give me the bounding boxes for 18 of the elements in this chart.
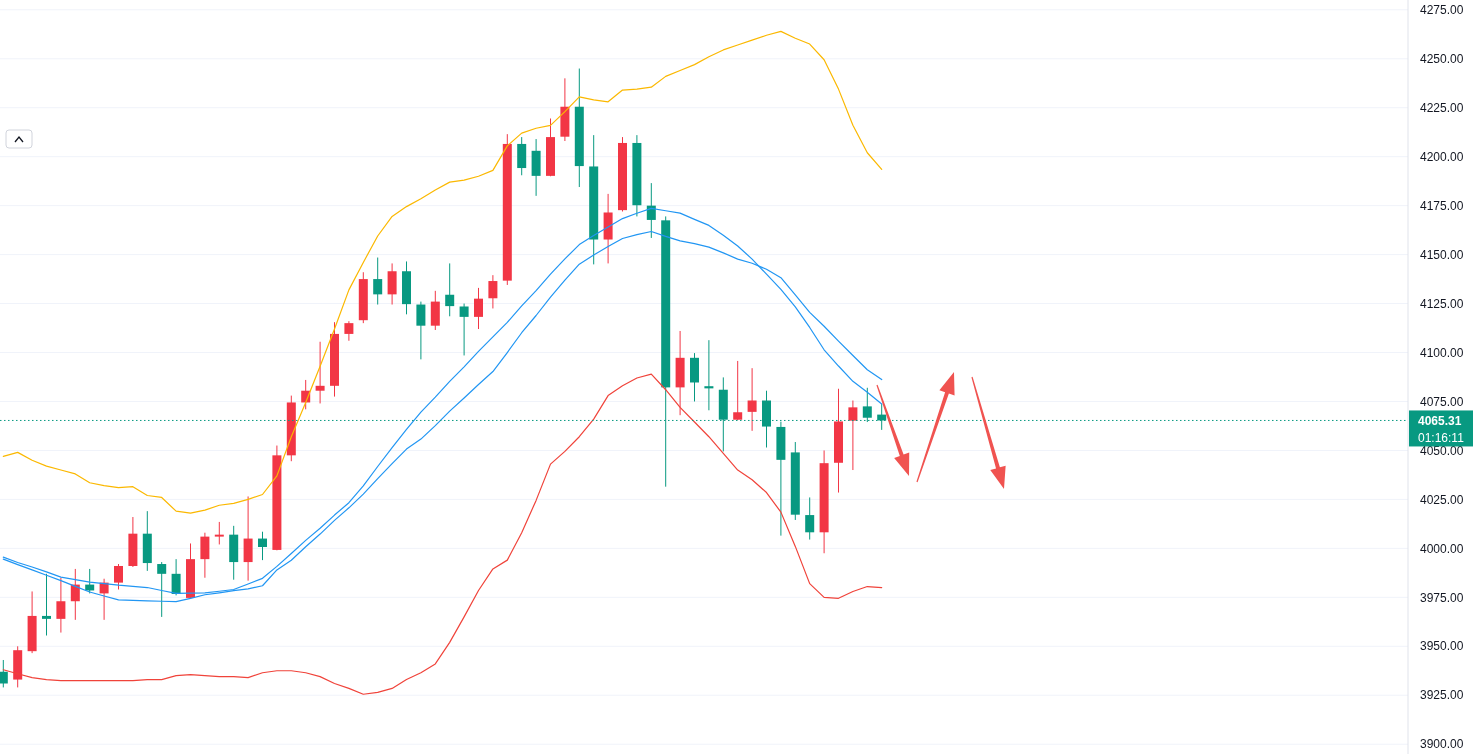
y-tick-label: 4025.00 — [1420, 492, 1464, 507]
text: 01:16:11 — [1418, 430, 1465, 445]
y-tick-label: 4100.00 — [1420, 345, 1464, 360]
y-tick-label: 4125.00 — [1420, 296, 1464, 311]
y-tick-label: 4225.00 — [1420, 100, 1464, 115]
y-tick-label: 3950.00 — [1420, 639, 1464, 654]
y-tick-label: 3925.00 — [1420, 688, 1464, 703]
y-tick-label: 4250.00 — [1420, 51, 1464, 66]
y-tick-label: 4150.00 — [1420, 247, 1464, 262]
y-tick-label: 4050.00 — [1420, 443, 1464, 458]
y-tick-label: 4075.00 — [1420, 394, 1464, 409]
y-tick-label: 4200.00 — [1420, 149, 1464, 164]
y-tick-label: 4000.00 — [1420, 541, 1464, 556]
y-tick-label: 3975.00 — [1420, 590, 1464, 605]
y-tick-label: 3900.00 — [1420, 737, 1464, 752]
ref-line-label: 4065.31 — [1418, 413, 1462, 428]
y-tick-label: 4275.00 — [1420, 2, 1464, 17]
y-tick-label: 4175.00 — [1420, 198, 1464, 213]
